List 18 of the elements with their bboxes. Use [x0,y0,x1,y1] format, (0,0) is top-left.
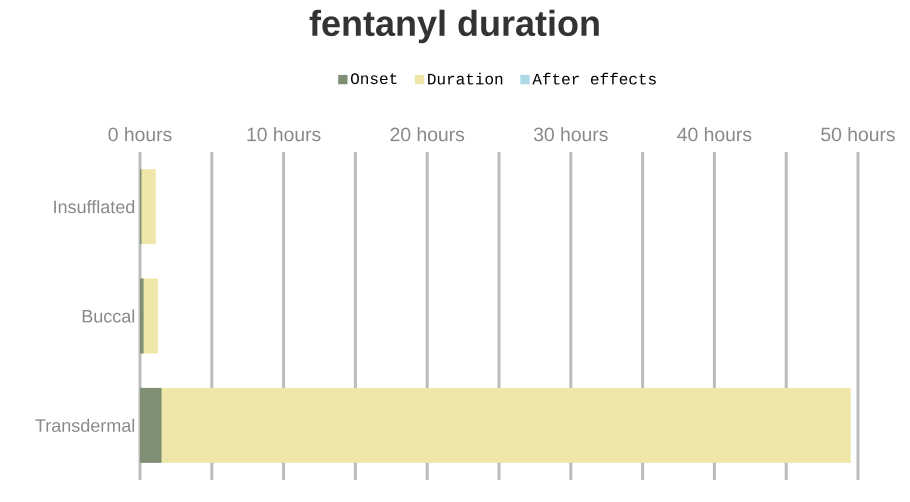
y-tick-label: Buccal [82,309,134,323]
legend-label: Onset [350,73,397,84]
legend-label: After effects [532,72,656,85]
bar [141,169,156,244]
bar [162,388,851,463]
legend-label: Duration [428,72,502,85]
x-tick-label: 30 hours [534,127,608,142]
y-tick-label: Insufflated [54,200,134,214]
x-tick-label: 20 hours [390,127,464,142]
x-tick-label: 40 hours [677,127,752,142]
x-tick-label: 50 hours [821,127,895,142]
chart-title: fentanyl duration [310,10,599,44]
bar [140,388,162,463]
bar [140,278,144,354]
bar [144,278,158,354]
y-tick-label: Transdermal [35,418,134,432]
x-tick-label: 10 hours [247,127,320,142]
x-tick-label: 0 hours [108,127,172,142]
